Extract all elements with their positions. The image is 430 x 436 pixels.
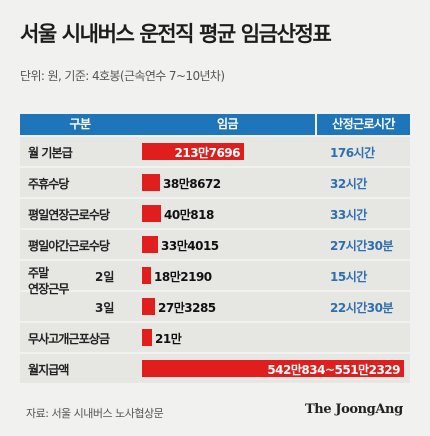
row-divider (20, 259, 410, 261)
wage-value-label: 542만834~551만2329 (267, 363, 400, 377)
group-label-line: 연장근무 (28, 282, 69, 296)
table-row (20, 168, 410, 197)
wage-bar (142, 329, 152, 346)
table-row (20, 292, 410, 321)
table-row (20, 261, 410, 290)
row-label: 평일야간근로수당 (28, 239, 110, 253)
chart-subtitle: 단위: 원, 기준: 4호봉(근속연수 7~10년차) (20, 69, 225, 83)
wage-bar (142, 205, 161, 222)
row-divider (20, 228, 410, 230)
header-category: 구분 (20, 114, 140, 135)
publisher-logo: The JoongAng (305, 402, 403, 417)
wage-bar (142, 143, 244, 160)
hours-value: 176시간 (330, 146, 375, 160)
table-row (20, 199, 410, 228)
row-label: 주휴수당 (28, 177, 69, 191)
row-divider (92, 290, 410, 292)
row-divider (20, 166, 410, 168)
wage-value-label: 38만8672 (163, 177, 221, 191)
row-label: 월지급액 (28, 363, 69, 377)
chart-title: 서울 시내버스 운전직 평균 임금산정표 (20, 22, 332, 46)
wage-bar (142, 174, 160, 191)
group-label-weekend: 주말 연장근무 (28, 265, 90, 297)
source-note: 자료: 서울 시내버스 노사협상문 (26, 407, 164, 420)
wage-bar (142, 236, 158, 253)
hours-value: 22시간30분 (330, 301, 394, 315)
table-row (20, 323, 410, 352)
wage-value-label: 33만4015 (161, 239, 219, 253)
hours-value: 27시간30분 (330, 239, 394, 253)
header-wage: 임금 (140, 114, 315, 135)
row-divider (20, 352, 410, 354)
row-label: 평일연장근로수당 (28, 208, 110, 222)
wage-value-label: 213만7696 (174, 146, 241, 160)
wage-value-label: 40만818 (164, 208, 214, 222)
group-label-line: 주말 (28, 266, 49, 280)
hours-value: 32시간 (330, 177, 367, 191)
table-row (20, 230, 410, 259)
wage-bar (142, 360, 404, 377)
wage-bar (142, 267, 151, 284)
wage-value-label: 27만3285 (158, 301, 216, 315)
row-sublabel: 2일 (95, 270, 115, 284)
header-hours: 산정근로시간 (317, 114, 410, 135)
wage-value-label: 21만 (155, 332, 182, 346)
row-divider (20, 321, 410, 323)
hours-value: 15시간 (330, 270, 367, 284)
row-sublabel: 3일 (95, 301, 115, 315)
row-label: 무사고개근포상금 (28, 332, 110, 346)
hours-value: 33시간 (330, 208, 367, 222)
wage-value-label: 18만2190 (154, 270, 212, 284)
row-label: 월 기본급 (28, 146, 73, 160)
wage-bar (142, 298, 155, 315)
row-divider (20, 197, 410, 199)
row-divider (20, 135, 410, 137)
